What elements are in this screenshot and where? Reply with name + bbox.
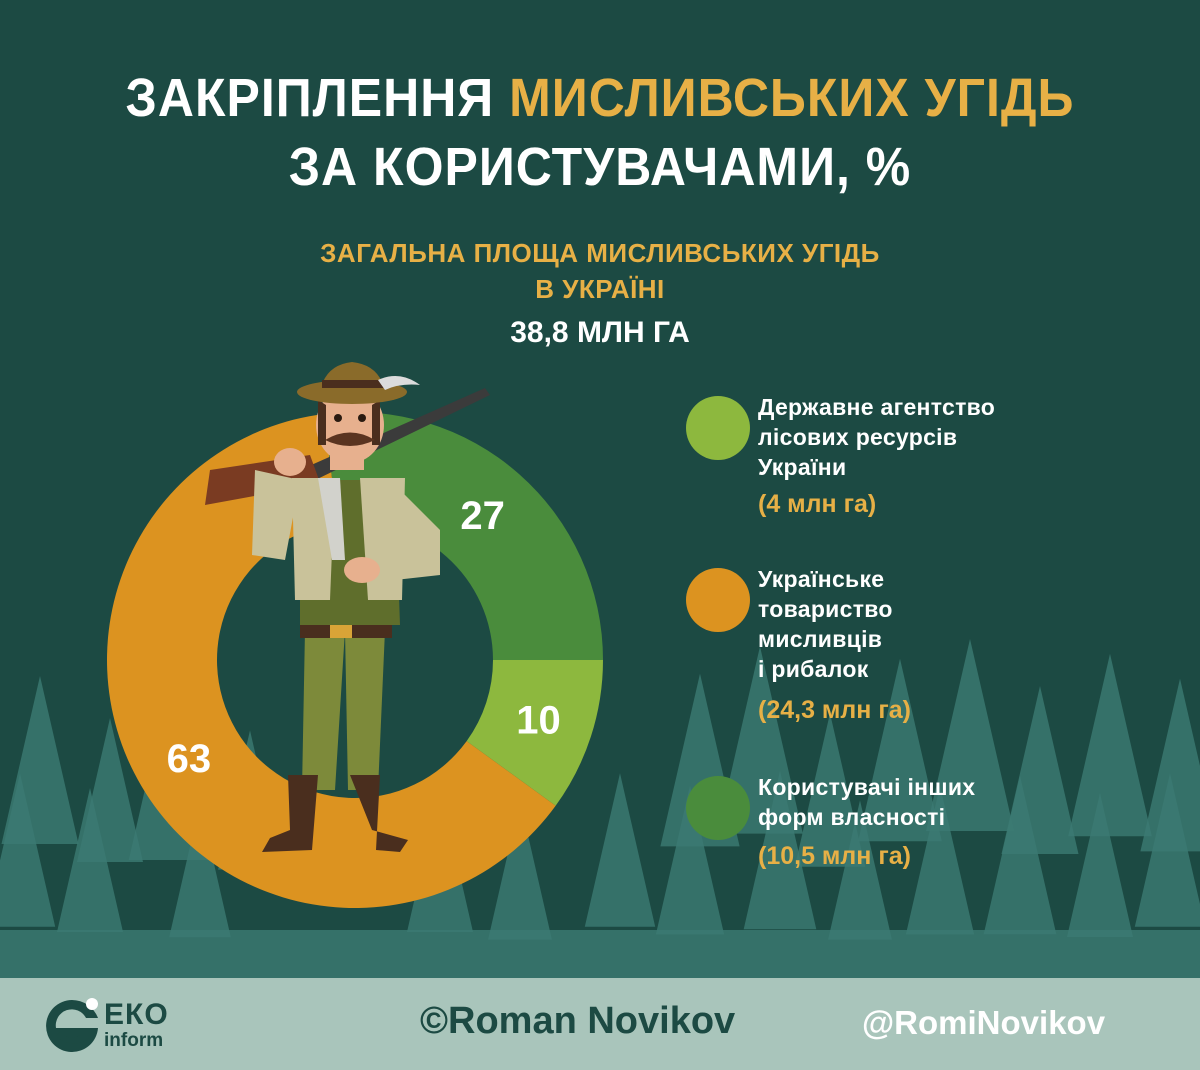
tree-icon — [0, 773, 56, 927]
tree-icon — [1068, 653, 1152, 837]
total-area: 38,8 МЛН ГА — [510, 316, 690, 349]
twitter-handle: @RomiNovikov — [862, 1004, 1106, 1041]
chart-title-line2: ЗА КОРИСТУВАЧАМИ, % — [288, 136, 912, 197]
forest-background — [0, 639, 1200, 978]
tree-icon — [858, 658, 942, 842]
donut-value-label-0: 10 — [516, 699, 561, 743]
tree-icon — [584, 773, 656, 927]
tree-icon — [1067, 793, 1133, 937]
eko-logo: ЕКО inform — [42, 992, 222, 1058]
legend-value: (24,3 млн га) — [758, 696, 911, 724]
donut-chart — [106, 412, 603, 908]
donut-value-label-2: 27 — [460, 494, 505, 538]
donut-value-label-1: 63 — [167, 737, 212, 781]
legend-swatch — [686, 396, 750, 460]
tree-icon — [169, 802, 231, 938]
tree-icon — [743, 770, 817, 930]
subtitle-line2: В УКРАЇНІ — [535, 274, 665, 304]
legend-value: (10,5 млн га) — [758, 842, 911, 870]
donut-slice-2 — [323, 412, 603, 660]
forest-ground — [0, 930, 1200, 978]
tree-icon — [828, 800, 892, 940]
legend-swatch — [686, 568, 750, 632]
donut-labels: 10 63 27 — [167, 494, 561, 781]
tree-icon — [926, 639, 1014, 831]
legend-label: Українське товариство мисливців і рибало… — [758, 566, 893, 682]
legend-value: (4 млн га) — [758, 490, 877, 518]
tree-icon — [983, 775, 1057, 935]
tree-icon — [57, 788, 123, 932]
donut-slice-0 — [466, 660, 603, 806]
chart-subtitle: ЗАГАЛЬНА ПЛОЩА МИСЛИВСЬКИХ УГІДЬ В УКРАЇ… — [0, 235, 1200, 307]
logo-text-eko: ЕКО — [104, 998, 169, 1031]
tree-icon — [905, 785, 975, 935]
chart-title-line1: ЗАКРІПЛЕННЯ МИСЛИВСЬКИХ УГІДЬ — [0, 63, 1200, 132]
legend-label: Державне агентство лісових ресурсів Укра… — [758, 394, 996, 480]
chart-title: ЗАКРІПЛЕННЯ МИСЛИВСЬКИХ УГІДЬ ЗА КОРИСТУ… — [0, 63, 1200, 201]
footer-bar: ЕКО inform ©Roman Novikov @RomiNovikov — [0, 978, 1200, 1070]
eko-logo-icon — [46, 998, 98, 1052]
title-highlight: МИСЛИВСЬКИХ УГІДЬ — [509, 67, 1075, 128]
tree-icon — [488, 800, 552, 940]
subtitle-line1: ЗАГАЛЬНА ПЛОЩА МИСЛИВСЬКИХ УГІДЬ — [320, 238, 880, 268]
hunter-illustration — [205, 362, 490, 852]
tree-icon — [794, 713, 866, 867]
logo-text-inform: inform — [104, 1030, 164, 1051]
tree-icon — [1134, 773, 1200, 927]
title-part1: ЗАКРІПЛЕННЯ — [125, 67, 510, 128]
donut-slice-1 — [106, 413, 556, 908]
tree-icon — [1140, 678, 1200, 852]
chart-canvas: 10 63 27 — [0, 362, 1200, 978]
tree-icon — [655, 785, 725, 935]
legend-swatch — [686, 776, 750, 840]
legend-label: Користувачі інших форм власності — [758, 774, 976, 830]
copyright-text: ©Roman Novikov — [420, 1000, 736, 1042]
